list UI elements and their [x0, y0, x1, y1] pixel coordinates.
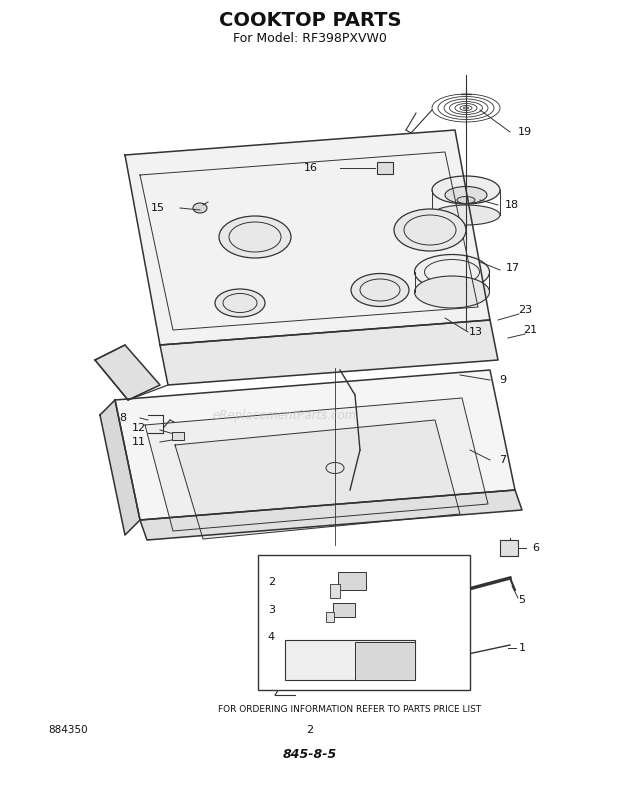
- Text: 7: 7: [500, 455, 507, 465]
- Ellipse shape: [219, 216, 291, 258]
- Ellipse shape: [351, 274, 409, 306]
- Bar: [285, 640, 415, 680]
- Text: 2: 2: [268, 577, 275, 587]
- Polygon shape: [145, 398, 488, 531]
- Polygon shape: [115, 370, 515, 520]
- Text: 15: 15: [151, 203, 165, 213]
- Text: 884350: 884350: [48, 725, 87, 735]
- Text: 3: 3: [268, 605, 275, 615]
- Polygon shape: [95, 345, 160, 400]
- Text: COOKTOP PARTS: COOKTOP PARTS: [219, 10, 401, 29]
- Ellipse shape: [415, 276, 490, 308]
- Polygon shape: [175, 420, 460, 539]
- Text: 13: 13: [469, 327, 483, 337]
- Bar: [326, 612, 334, 622]
- Bar: [333, 603, 355, 617]
- Text: 5: 5: [518, 595, 526, 605]
- Ellipse shape: [432, 205, 500, 225]
- Ellipse shape: [457, 196, 475, 204]
- Text: For Model: RF398PXVW0: For Model: RF398PXVW0: [233, 32, 387, 44]
- Polygon shape: [140, 490, 522, 540]
- Bar: [258, 555, 470, 690]
- Ellipse shape: [193, 203, 207, 213]
- Polygon shape: [160, 320, 498, 385]
- Ellipse shape: [394, 209, 466, 251]
- Text: 19: 19: [518, 127, 532, 137]
- Text: 17: 17: [506, 263, 520, 273]
- Bar: [172, 432, 184, 440]
- Ellipse shape: [445, 186, 487, 204]
- Text: 16: 16: [304, 163, 318, 173]
- Polygon shape: [125, 130, 490, 345]
- Bar: [377, 162, 393, 174]
- Text: 6: 6: [533, 543, 539, 553]
- Ellipse shape: [415, 255, 490, 290]
- Text: 12: 12: [132, 423, 146, 433]
- Text: FOR ORDERING INFORMATION REFER TO PARTS PRICE LIST: FOR ORDERING INFORMATION REFER TO PARTS …: [218, 705, 482, 715]
- Text: 9: 9: [500, 375, 507, 385]
- Bar: [338, 572, 366, 590]
- Bar: [500, 540, 518, 556]
- Text: 845-8-5: 845-8-5: [283, 749, 337, 761]
- Bar: [355, 642, 415, 680]
- Text: 21: 21: [523, 325, 537, 335]
- Text: 11: 11: [132, 437, 146, 447]
- Ellipse shape: [215, 289, 265, 317]
- Polygon shape: [100, 400, 140, 535]
- Text: 18: 18: [505, 200, 519, 210]
- Ellipse shape: [432, 176, 500, 204]
- Text: eReplacementParts.com: eReplacementParts.com: [213, 409, 357, 421]
- Bar: [330, 584, 340, 598]
- Text: 1: 1: [518, 643, 526, 653]
- Text: 8: 8: [119, 413, 126, 423]
- Text: 2: 2: [306, 725, 314, 735]
- Text: 23: 23: [518, 305, 532, 315]
- Text: 4: 4: [268, 632, 275, 642]
